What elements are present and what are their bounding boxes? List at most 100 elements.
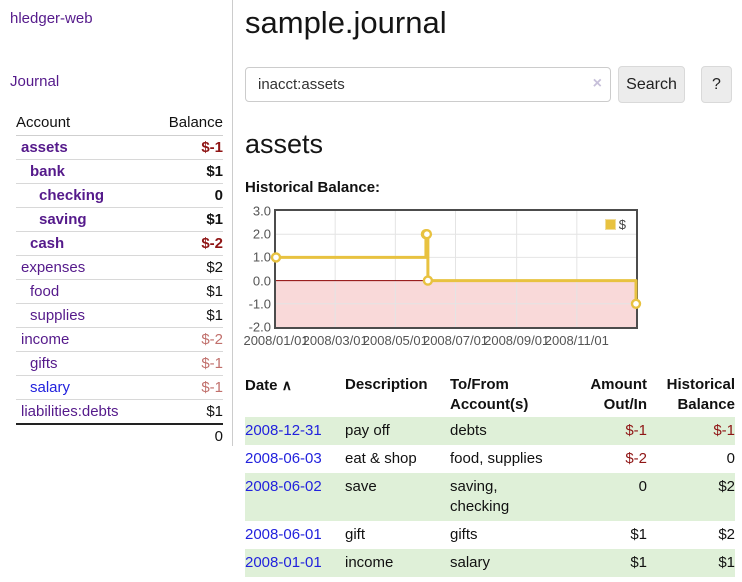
x-tick-label: 2008/11/01 <box>544 333 609 348</box>
account-row: expenses $2 <box>16 255 223 280</box>
account-row: bank $1 <box>16 159 223 184</box>
register-row: 2008-12-31 pay off debts $-1 $-1 <box>245 417 735 445</box>
account-cell: salary <box>16 375 152 400</box>
transaction-date-link[interactable]: 2008-06-02 <box>245 478 322 495</box>
account-balance: $1 <box>151 303 223 328</box>
account-link[interactable]: supplies <box>30 307 86 324</box>
account-row: salary $-1 <box>16 375 223 400</box>
page-title: sample.journal <box>245 5 447 40</box>
register-accounts-cell: saving, checking <box>450 478 510 515</box>
transaction-date-link[interactable]: 2008-01-01 <box>245 554 322 571</box>
account-row: checking 0 <box>16 183 223 208</box>
account-row: food $1 <box>16 279 223 304</box>
chart-canvas <box>270 211 642 327</box>
account-balance: $-1 <box>151 375 223 400</box>
register-description-cell: eat & shop <box>345 450 417 467</box>
account-link[interactable]: saving <box>39 211 87 228</box>
account-cell: gifts <box>16 351 152 376</box>
register-amount-cell: $1 <box>630 554 647 571</box>
account-link[interactable]: expenses <box>21 259 86 276</box>
account-link[interactable]: liabilities:debts <box>21 403 119 420</box>
register-date-cell: 2008-12-31 <box>245 417 345 445</box>
accounts-table: Account Balance assets $-1 bank $1 check… <box>16 111 223 448</box>
account-link[interactable]: bank <box>30 163 66 180</box>
account-cell: checking <box>16 183 152 208</box>
account-cell: income <box>16 327 152 352</box>
x-tick-label: 2008/09/01 <box>484 333 550 348</box>
register-balance-cell: $1 <box>718 554 735 571</box>
search-input[interactable] <box>245 67 611 102</box>
account-balance: $1 <box>151 279 223 304</box>
register-col-balance: Historical Balance <box>666 376 735 413</box>
chart-legend: $ <box>604 217 626 232</box>
account-cell: supplies <box>16 303 152 328</box>
sidebar: hledger-web Journal Account Balance asse… <box>0 0 233 448</box>
transaction-date-link[interactable]: 2008-06-01 <box>245 526 322 543</box>
y-tick-label: -1.0 <box>248 296 271 312</box>
register-balance-cell: 0 <box>726 450 735 467</box>
account-cell: expenses <box>16 255 152 280</box>
register-balance-cell: $2 <box>718 478 735 495</box>
y-tick-label: -2.0 <box>248 319 271 335</box>
chart-plot-area: $ <box>270 209 642 329</box>
account-link[interactable]: assets <box>21 139 68 156</box>
y-tick-label: 1.0 <box>252 249 271 265</box>
register-row: 2008-06-02 save saving, checking 0 $2 <box>245 473 735 521</box>
chart-x-axis-labels: 2008/01/01 2008/03/01 2008/05/01 2008/07/01… <box>243 333 636 349</box>
account-balance: $1 <box>151 399 223 425</box>
legend-swatch-icon <box>604 219 616 230</box>
account-row: saving $1 <box>16 207 223 232</box>
register-amount-cell: $-2 <box>625 450 647 467</box>
account-link[interactable]: gifts <box>30 355 58 372</box>
historical-balance-chart: 3.0 2.0 1.0 0.0 -1.0 -2.0 $ 2008/01/01 2008/03… <box>243 204 742 353</box>
app-brand-link[interactable]: hledger-web <box>10 10 93 27</box>
sidebar-item-journal[interactable]: Journal <box>10 73 60 90</box>
search-form: × Search ? <box>245 66 742 103</box>
account-link[interactable]: checking <box>39 187 105 204</box>
register-row: 2008-06-03 eat & shop food, supplies $-2… <box>245 445 735 473</box>
register-row: 2008-01-01 income salary $1 $1 <box>245 549 735 577</box>
account-row: supplies $1 <box>16 303 223 328</box>
account-link[interactable]: salary <box>30 379 71 396</box>
x-tick-label: 2008/01/01 <box>243 333 309 348</box>
clear-search-icon[interactable]: × <box>592 75 602 92</box>
transaction-date-link[interactable]: 2008-12-31 <box>245 422 322 439</box>
accounts-col-balance: Balance <box>151 111 223 136</box>
legend-label: $ <box>618 217 626 232</box>
register-accounts-cell: salary <box>450 554 491 571</box>
account-balance: $-1 <box>151 135 223 160</box>
register-date-cell: 2008-06-01 <box>245 521 345 549</box>
account-balance: $-2 <box>151 231 223 256</box>
account-balance: $2 <box>151 255 223 280</box>
register-description-cell: income <box>345 554 394 571</box>
register-col-date[interactable]: Date ∧ <box>245 377 292 394</box>
account-row: assets $-1 <box>16 135 223 160</box>
register-description-cell: gift <box>345 526 366 543</box>
register-date-cell: 2008-06-02 <box>245 473 345 521</box>
account-balance: $-1 <box>151 351 223 376</box>
account-link[interactable]: income <box>21 331 70 348</box>
account-row: liabilities:debts $1 <box>16 399 223 425</box>
account-link[interactable]: food <box>30 283 60 300</box>
transaction-date-link[interactable]: 2008-06-03 <box>245 450 322 467</box>
accounts-total: 0 <box>151 423 223 448</box>
search-button[interactable]: Search <box>618 66 685 103</box>
accounts-col-account: Account <box>16 111 152 136</box>
account-link[interactable]: cash <box>30 235 65 252</box>
account-heading: assets <box>245 129 324 159</box>
account-row: income $-2 <box>16 327 223 352</box>
register-date-cell: 2008-06-03 <box>245 445 345 473</box>
y-tick-label: 2.0 <box>252 226 271 242</box>
x-tick-label: 2008/05/01 <box>362 333 428 348</box>
register-amount-cell: $1 <box>630 526 647 543</box>
account-row: cash $-2 <box>16 231 223 256</box>
register-accounts-cell: gifts <box>450 526 478 543</box>
account-cell: assets <box>16 135 152 160</box>
chart-y-axis-labels: 3.0 2.0 1.0 0.0 -1.0 -2.0 <box>245 204 271 335</box>
register-table: Date ∧ Description To/From Account(s) Am… <box>245 373 735 577</box>
y-tick-label: 0.0 <box>252 273 271 289</box>
register-balance-cell: $-1 <box>713 422 735 439</box>
x-tick-label: 2008/07/01 <box>422 333 489 348</box>
chart-title: Historical Balance: <box>245 179 381 196</box>
help-button[interactable]: ? <box>701 66 732 103</box>
